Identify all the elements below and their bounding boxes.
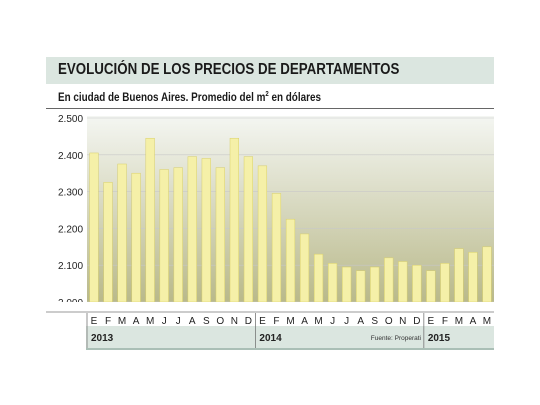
x-tick-label: M [455,316,463,327]
x-tick-label: J [344,316,349,327]
bar [159,169,169,303]
x-tick-label: A [189,316,196,327]
title-bar: EVOLUCIÓN DE LOS PRECIOS DE DEPARTAMENTO… [46,57,494,84]
bar [440,263,450,303]
footer-line [86,348,494,350]
bar [145,137,155,303]
x-tick-label: M [314,316,322,327]
bar [215,167,225,303]
bar [468,252,478,303]
bar [356,270,366,303]
y-tick-label: 2.200 [58,224,83,235]
bar [117,163,127,303]
subtitle-unit: en dólares [268,91,321,104]
bar [328,263,338,303]
x-tick-label: F [105,316,111,327]
subtitle-superscript: 2 [265,91,269,98]
x-tick-label: F [442,316,448,327]
source-note: Fuente: Properati [371,335,421,342]
bar [398,261,408,303]
subtitle-text: En ciudad de Buenos Aires. Promedio del … [58,91,266,104]
x-tick-label: M [483,316,491,327]
year-label: 2014 [259,333,282,344]
x-tick-label: N [231,316,238,327]
bar [271,193,282,303]
y-tick-label: 2.500 [58,114,83,125]
x-tick-label: O [216,316,224,327]
year-band [86,326,494,348]
year-label: 2015 [428,333,451,344]
bar [454,248,464,303]
bar [89,152,99,303]
x-tick-label: A [470,316,477,327]
x-tick-label: M [286,316,294,327]
bar [370,266,380,303]
y-tick-label: 2.100 [58,261,83,272]
x-tick-label: E [428,316,435,327]
bar [187,156,197,303]
year-label: 2013 [91,333,114,344]
x-tick-label: A [301,316,308,327]
x-tick-label: J [176,316,181,327]
x-tick-label: E [259,316,266,327]
bar [342,266,352,303]
divider [46,108,494,109]
y-tick-label: 2.300 [58,188,83,199]
bar [243,156,253,303]
bar [257,165,268,303]
x-tick-label: J [162,316,167,327]
x-tick-label: A [357,316,364,327]
bar [285,218,296,303]
bar [229,137,239,303]
x-tick-label: D [245,316,252,327]
y-tick-label: 2.400 [58,151,83,162]
bar [482,246,492,303]
x-tick-label: N [399,316,406,327]
bar [313,253,324,303]
chart-subtitle: En ciudad de Buenos Aires. Promedio del … [58,91,321,104]
bar [201,158,211,303]
x-tick-label: S [203,316,210,327]
x-tick-label: E [91,316,98,327]
bar [131,172,141,303]
bar [426,270,436,303]
x-tick-label: M [146,316,154,327]
x-tick-label: M [118,316,126,327]
x-tick-label: D [413,316,420,327]
x-tick-label: S [371,316,378,327]
x-tick-label: O [385,316,393,327]
bar [173,167,183,303]
chart-title: EVOLUCIÓN DE LOS PRECIOS DE DEPARTAMENTO… [58,61,400,78]
bar [299,233,310,303]
x-tick-label: F [273,316,279,327]
bar [384,257,394,303]
x-tick-label: A [133,316,140,327]
bar [103,182,113,303]
bar [412,264,422,303]
x-tick-label: J [330,316,335,327]
